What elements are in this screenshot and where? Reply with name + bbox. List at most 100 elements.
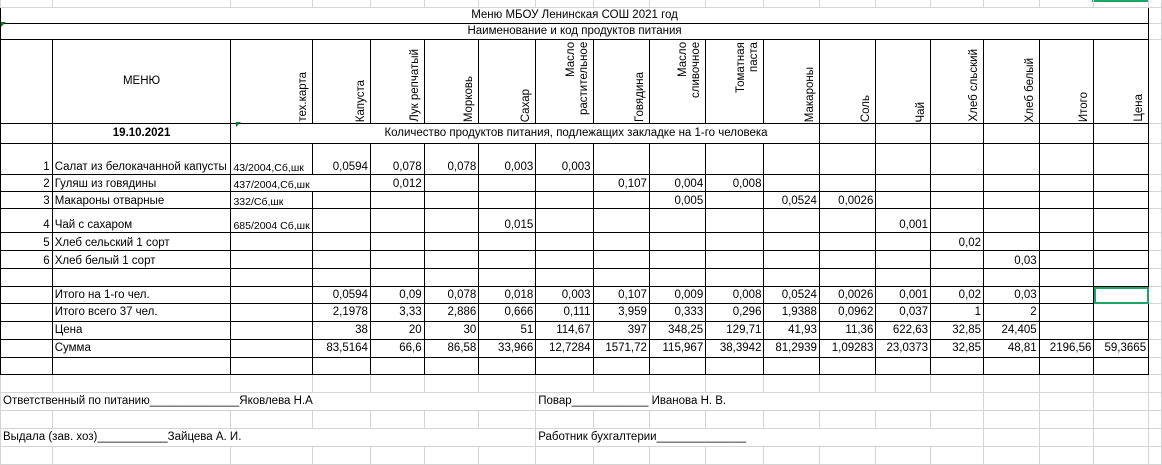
empty-cell[interactable] (875, 0, 932, 8)
totals-value[interactable]: 0,333 (648, 303, 707, 322)
empty-cell[interactable] (763, 374, 820, 393)
empty-cell[interactable] (648, 268, 707, 287)
empty-cell[interactable] (1093, 392, 1150, 411)
empty-cell[interactable] (311, 357, 371, 375)
empty-cell[interactable] (1038, 374, 1095, 393)
signature-cook[interactable]: Повар____________ Иванова Н. В. (535, 392, 985, 411)
column-header[interactable]: Макароны (763, 39, 820, 124)
empty-cell[interactable] (1093, 0, 1150, 8)
empty-cell[interactable] (1093, 374, 1150, 393)
empty-cell[interactable] (51, 374, 232, 393)
dish-number[interactable]: 2 (0, 174, 53, 192)
empty-cell[interactable] (648, 0, 707, 8)
quantity-cell[interactable] (311, 191, 371, 209)
totals-label[interactable]: Итого всего 37 чел. (51, 303, 232, 322)
quantity-cell[interactable]: 0,0594 (311, 143, 371, 175)
quantity-cell[interactable] (1038, 232, 1095, 251)
quantity-cell[interactable] (369, 232, 425, 251)
empty-cell[interactable] (51, 410, 232, 429)
empty-cell[interactable] (983, 410, 1040, 429)
empty-cell[interactable] (592, 410, 650, 429)
quantity-cell[interactable]: 0,02 (930, 232, 985, 251)
totals-value[interactable]: 0,0962 (818, 303, 877, 322)
quantity-cell[interactable] (1038, 174, 1095, 192)
totals-value[interactable]: 1,09283 (818, 339, 877, 358)
empty-cell[interactable] (230, 374, 313, 393)
quantity-cell[interactable] (1093, 232, 1150, 251)
empty-cell[interactable] (1148, 339, 1162, 358)
column-header[interactable]: Капуста (311, 39, 371, 124)
empty-cell[interactable] (1038, 268, 1095, 287)
empty-cell[interactable] (1148, 174, 1162, 192)
empty-cell[interactable] (51, 357, 232, 375)
empty-cell[interactable] (230, 410, 313, 429)
empty-cell[interactable] (311, 374, 371, 393)
empty-cell[interactable] (0, 0, 53, 8)
empty-cell[interactable] (478, 410, 537, 429)
column-header[interactable]: Масло сливочное (648, 39, 707, 124)
empty-cell[interactable] (1148, 321, 1162, 340)
quantity-cell[interactable] (478, 232, 537, 251)
dish-number[interactable]: 3 (0, 191, 53, 209)
quantity-cell[interactable] (423, 250, 480, 269)
empty-cell[interactable] (369, 374, 425, 393)
empty-cell[interactable] (0, 339, 53, 358)
empty-cell[interactable] (423, 0, 480, 8)
empty-cell[interactable] (1148, 232, 1162, 251)
totals-label[interactable]: Сумма (51, 339, 232, 358)
empty-cell[interactable] (1148, 208, 1162, 233)
quantity-cell[interactable] (311, 208, 371, 233)
dish-name[interactable]: Макароны отварные (51, 191, 232, 209)
empty-cell[interactable] (592, 268, 650, 287)
totals-value[interactable]: 0,107 (592, 286, 650, 304)
empty-cell[interactable] (818, 410, 877, 429)
quantity-cell[interactable]: 0,003 (535, 143, 594, 175)
column-header[interactable]: Морковь (423, 39, 480, 124)
quantity-cell[interactable] (535, 174, 594, 192)
empty-cell[interactable] (478, 357, 537, 375)
quantity-cell[interactable] (705, 232, 765, 251)
quantity-cell[interactable] (423, 232, 480, 251)
dish-number[interactable]: 4 (0, 208, 53, 233)
totals-value[interactable]: 2,886 (423, 303, 480, 322)
totals-value[interactable]: 0,037 (875, 303, 932, 322)
quantity-cell[interactable] (983, 174, 1040, 192)
quantity-cell[interactable]: 0,078 (423, 143, 480, 175)
quantity-cell[interactable] (1093, 250, 1150, 269)
empty-cell[interactable] (535, 0, 594, 8)
empty-cell[interactable] (763, 0, 820, 8)
quantity-cell[interactable] (1038, 208, 1095, 233)
quantity-cell[interactable]: 0,0026 (818, 191, 877, 209)
empty-cell[interactable] (930, 0, 985, 8)
empty-cell[interactable] (1148, 23, 1162, 40)
empty-cell[interactable] (1038, 410, 1095, 429)
totals-value[interactable]: 23,0373 (875, 339, 932, 358)
quantity-cell[interactable] (818, 250, 877, 269)
empty-cell[interactable] (51, 268, 232, 287)
empty-cell[interactable] (983, 268, 1040, 287)
quantity-cell[interactable] (763, 250, 820, 269)
empty-cell[interactable] (230, 303, 313, 322)
column-header[interactable]: Хлеб белый (983, 39, 1040, 124)
quantity-cell[interactable] (875, 250, 932, 269)
dish-number[interactable]: 5 (0, 232, 53, 251)
column-header[interactable]: Томатная паста (705, 39, 765, 124)
quantity-cell[interactable] (875, 174, 932, 192)
empty-cell[interactable] (1093, 410, 1150, 429)
totals-value[interactable]: 2196,56 (1038, 339, 1095, 358)
quantity-cell[interactable]: 0,012 (369, 174, 425, 192)
totals-value[interactable]: 0,09 (369, 286, 425, 304)
empty-cell[interactable] (875, 357, 932, 375)
totals-value[interactable]: 66,6 (369, 339, 425, 358)
quantity-cell[interactable] (1093, 191, 1150, 209)
totals-value[interactable]: 86,58 (423, 339, 480, 358)
empty-cell[interactable] (648, 374, 707, 393)
totals-value[interactable]: 2 (983, 303, 1040, 322)
quantity-cell[interactable] (763, 208, 820, 233)
empty-cell[interactable] (983, 374, 1040, 393)
empty-cell[interactable] (983, 123, 1040, 144)
empty-cell[interactable] (1038, 428, 1095, 447)
totals-value[interactable]: 0,0524 (763, 286, 820, 304)
quantity-cell[interactable] (1093, 208, 1150, 233)
empty-cell[interactable] (230, 0, 313, 8)
